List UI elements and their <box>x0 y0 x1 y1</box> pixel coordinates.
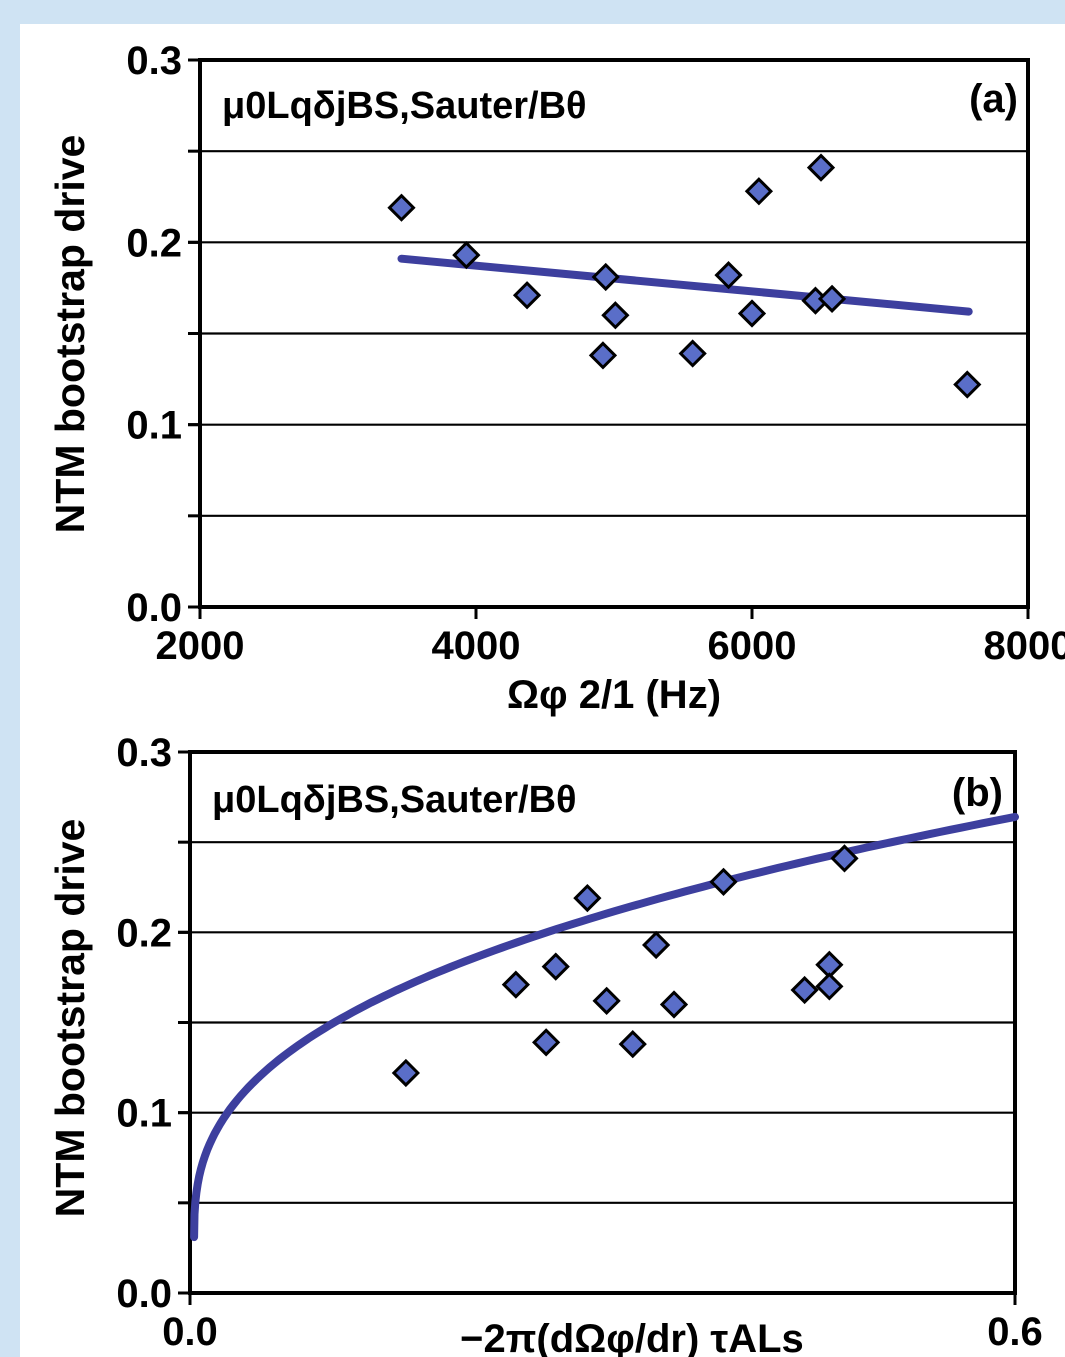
y-tick-label: 0.3 <box>116 731 172 775</box>
data-point <box>806 153 836 182</box>
data-point <box>591 262 620 292</box>
data-point <box>815 972 844 1001</box>
data-point <box>618 1030 647 1059</box>
x-tick-label: 4000 <box>432 624 521 668</box>
y-tick-label: 0.0 <box>116 1272 172 1316</box>
data-point <box>953 370 982 399</box>
axes-b <box>188 750 1017 1295</box>
x-tick-label: 0.6 <box>987 1310 1043 1354</box>
fit-curve-b <box>190 812 1019 1242</box>
annotation-a: μ0LqδjBS,Sauter/Bθ <box>222 85 587 127</box>
panel-label-a: (a) <box>969 77 1018 121</box>
data-point <box>573 883 602 913</box>
x-tick-labels-b: 0.0 0.6 <box>162 1310 1043 1354</box>
data-point <box>387 193 416 222</box>
y-axis-label-b: NTM bootstrap drive <box>47 819 93 1218</box>
panel-label-b: (b) <box>952 771 1003 815</box>
data-point <box>391 1058 420 1088</box>
data-point <box>452 240 481 270</box>
x-tick-label: 8000 <box>984 624 1065 668</box>
y-tick-label: 0.2 <box>126 221 182 265</box>
data-point <box>532 1028 561 1057</box>
y-tick-label: 0.3 <box>126 39 182 83</box>
data-point <box>817 284 847 313</box>
data-point <box>709 867 738 896</box>
x-tick-label: 0.0 <box>162 1310 218 1354</box>
data-point <box>790 975 819 1005</box>
data-point <box>678 339 707 368</box>
data-point <box>592 986 621 1015</box>
x-axis-label-a: Ωφ 2/1 (Hz) <box>507 673 721 717</box>
x-tick-labels-a: 2000 4000 6000 8000 <box>156 624 1065 668</box>
data-points-a <box>387 153 982 399</box>
y-tick-label: 0.1 <box>126 404 182 448</box>
x-axis-label-b: −2π(dΩφ/dr) τALs <box>460 1317 804 1357</box>
annotation-b: μ0LqδjBS,Sauter/Bθ <box>212 779 577 821</box>
data-points-b <box>391 844 859 1088</box>
y-tick-labels-a: 0.0 0.1 0.2 0.3 <box>126 39 182 630</box>
y-tick-labels-b: 0.0 0.1 0.2 0.3 <box>116 731 172 1316</box>
data-point <box>659 990 689 1019</box>
y-tick-label: 0.2 <box>116 911 172 955</box>
data-point <box>744 177 774 206</box>
data-point <box>601 301 630 330</box>
data-point <box>830 844 859 873</box>
x-tick-label: 2000 <box>156 624 245 668</box>
data-point <box>642 930 671 960</box>
chart-a: 0.0 0.1 0.2 0.3 2000 4000 6000 8000 μ0LqδjBS,S… <box>47 39 1065 717</box>
y-tick-label: 0.1 <box>116 1092 172 1136</box>
data-point <box>541 952 570 981</box>
data-point <box>512 281 542 310</box>
chart-b: 0.0 0.1 0.2 0.3 0.0 0.6 μ0LqδjBS,Sauter/Bθ (… <box>47 731 1043 1357</box>
y-tick-label: 0.0 <box>126 586 182 630</box>
axes-a <box>198 58 1030 609</box>
x-tick-label: 6000 <box>708 624 797 668</box>
fit-line-a <box>397 254 973 316</box>
data-point <box>714 261 743 290</box>
gridlines-a <box>200 150 1028 517</box>
y-axis-label-a: NTM bootstrap drive <box>47 135 93 534</box>
data-point <box>588 341 618 370</box>
data-point <box>737 299 767 328</box>
data-point <box>501 970 530 999</box>
